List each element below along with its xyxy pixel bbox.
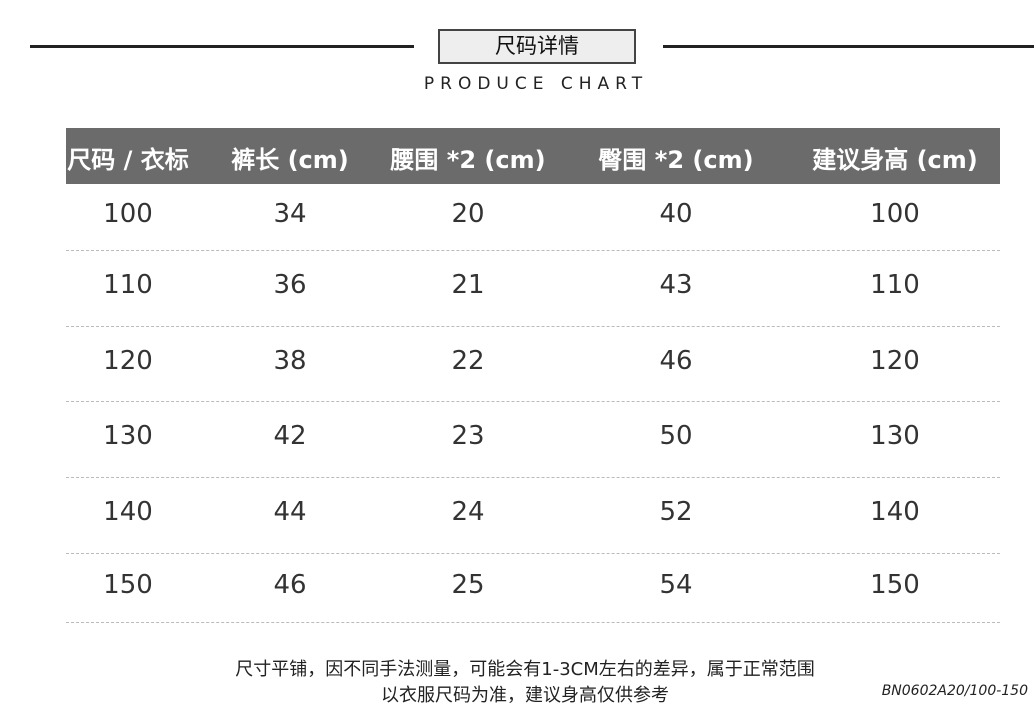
table-cell: 150: [870, 569, 920, 600]
table-cell: 44: [273, 497, 307, 527]
table-cell: 38: [273, 345, 307, 376]
table-cell: 110: [103, 270, 153, 300]
column-header: 建议身高 (cm): [812, 146, 978, 174]
table-cell: 50: [659, 421, 693, 451]
table-cell: 110: [870, 270, 920, 300]
table-cell: 22: [451, 345, 485, 376]
product-code: BN0602A20/100-150: [881, 683, 1028, 699]
table-row: 100 34 20 40 100: [66, 184, 1000, 251]
table-cell: 43: [659, 270, 693, 300]
column-header: 臀围 *2 (cm): [598, 146, 754, 174]
table-cell: 150: [103, 569, 153, 600]
subtitle: PRODUCE CHART: [423, 74, 649, 94]
table-cell: 140: [103, 497, 153, 527]
table-cell: 42: [273, 421, 307, 451]
table-cell: 100: [103, 199, 153, 229]
table-cell: 54: [659, 569, 693, 600]
table-cell: 130: [870, 421, 920, 451]
table-cell: 40: [659, 199, 693, 229]
table-cell: 34: [273, 199, 307, 229]
column-header: 尺码 / 衣标: [67, 146, 189, 174]
table-header: 尺码 / 衣标 裤长 (cm) 腰围 *2 (cm) 臀围 *2 (cm) 建议身高 (…: [66, 128, 1000, 184]
table-cell: 23: [451, 421, 485, 451]
table-cell: 120: [103, 345, 153, 376]
table-cell: 46: [659, 345, 693, 376]
column-header: 腰围 *2 (cm): [390, 146, 546, 174]
note-line-2: 以衣服尺码为准，建议身高仅供参考: [381, 685, 669, 704]
table-cell: 36: [273, 270, 307, 300]
table-cell: 25: [451, 569, 485, 600]
table-cell: 130: [103, 421, 153, 451]
table-cell: 100: [870, 199, 920, 229]
table-row: 130 42 23 50 130: [66, 401, 1000, 478]
table-cell: 140: [870, 497, 920, 527]
table-cell: 52: [659, 497, 693, 527]
column-header: 裤长 (cm): [231, 146, 349, 174]
table-cell: 20: [451, 199, 485, 229]
table-cell: 120: [870, 345, 920, 376]
table-cell: 46: [273, 569, 307, 600]
table-row: 120 38 22 46 120: [66, 326, 1000, 402]
table-cell: 21: [451, 270, 485, 300]
table-row: 150 46 25 54 150: [66, 553, 1000, 623]
note-line-1: 尺寸平铺，因不同手法测量，可能会有1-3CM左右的差异，属于正常范围: [235, 659, 815, 680]
table-row: 140 44 24 52 140: [66, 477, 1000, 554]
table-cell: 24: [451, 497, 485, 527]
page-title: 尺码详情: [438, 29, 636, 64]
table-row: 110 36 21 43 110: [66, 250, 1000, 327]
divider-right: [663, 45, 1034, 48]
divider-left: [30, 45, 414, 48]
